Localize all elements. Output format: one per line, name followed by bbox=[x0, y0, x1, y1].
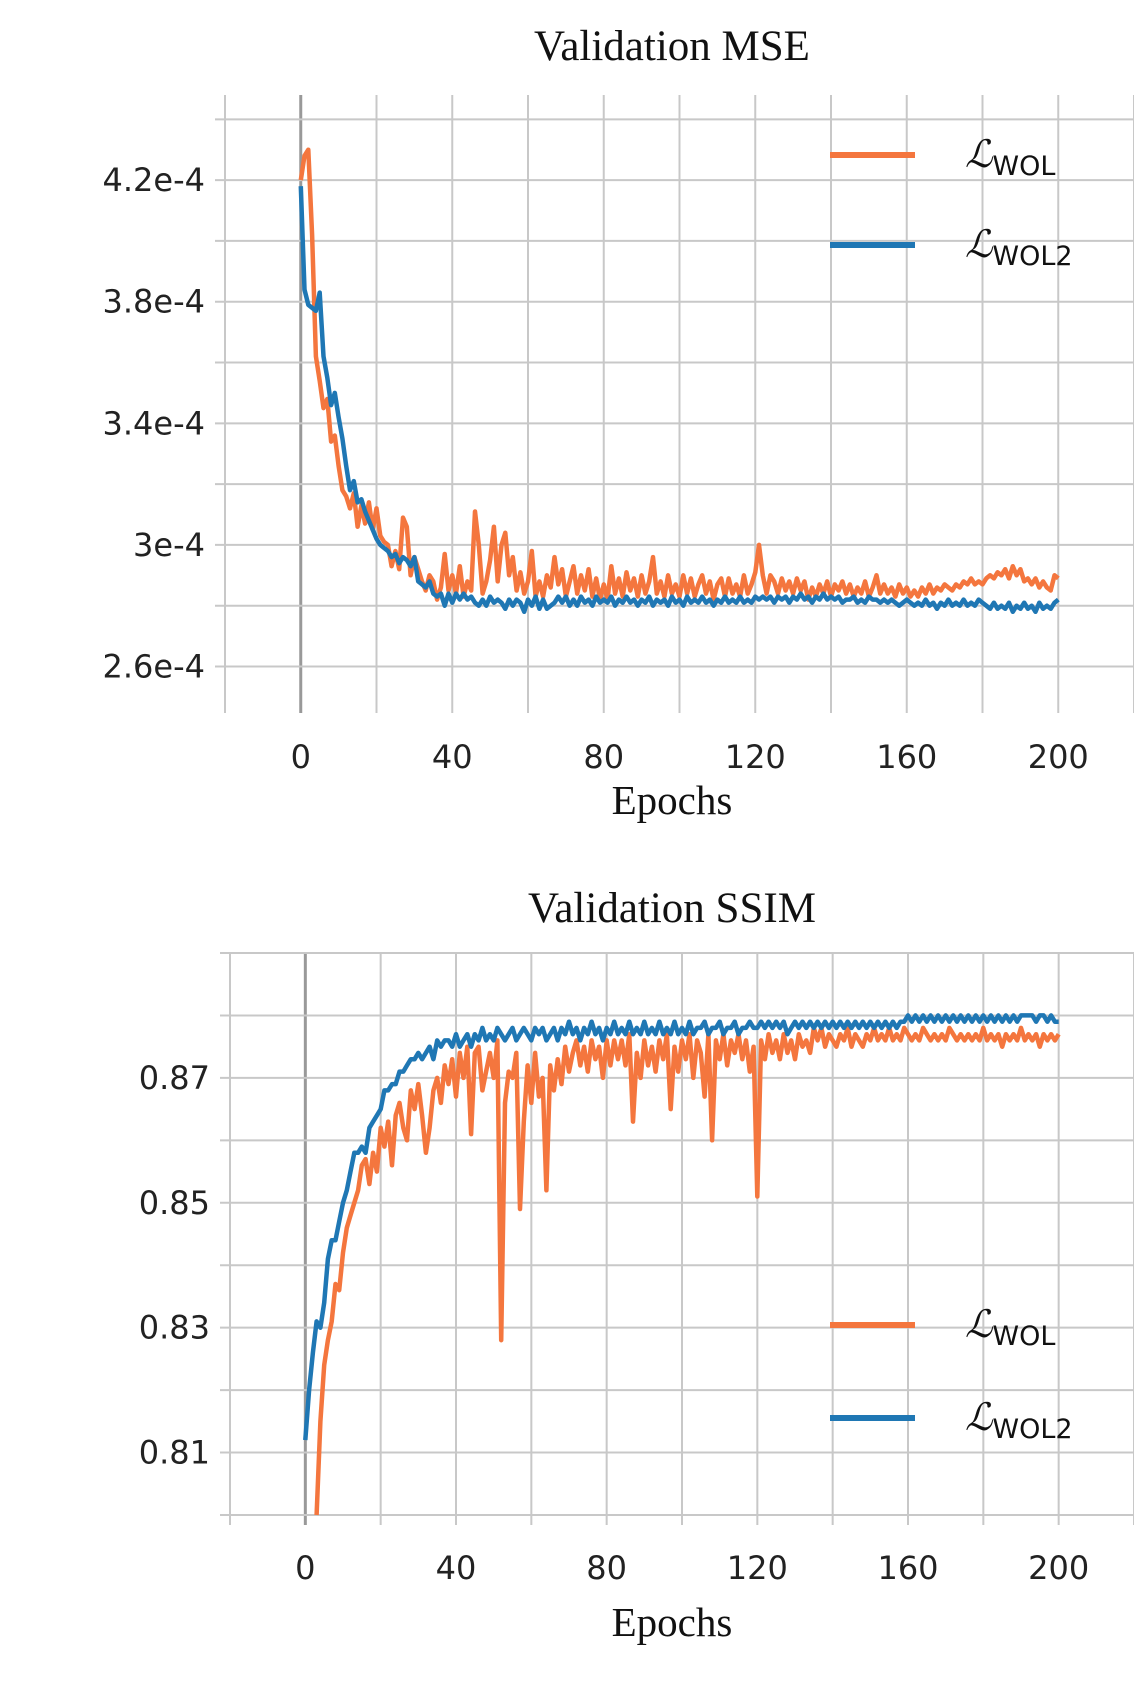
y-tick-label: 0.85 bbox=[139, 1184, 210, 1222]
mse-chart: Validation MSE 0 40 80 120 160 200 2.6e-4 3e-4 3… bbox=[103, 23, 1134, 823]
y-tick-label: 3e-4 bbox=[133, 526, 205, 564]
series-line-wol bbox=[314, 1025, 1061, 1516]
x-tick-label: 0 bbox=[291, 738, 311, 776]
series-line-wol2 bbox=[303, 1013, 1059, 1441]
y-tick-label: 4.2e-4 bbox=[103, 161, 205, 199]
legend-label: ℒWOL bbox=[965, 132, 1055, 182]
legend-label: ℒWOL2 bbox=[965, 1395, 1073, 1445]
legend-label: ℒWOL bbox=[965, 1302, 1055, 1352]
x-tick-label: 200 bbox=[1028, 738, 1089, 776]
x-axis-label: Epochs bbox=[612, 777, 733, 823]
y-tick-label: 3.8e-4 bbox=[103, 283, 205, 321]
x-tick-label: 200 bbox=[1028, 1549, 1089, 1587]
x-tick-label: 160 bbox=[876, 738, 937, 776]
x-tick-label: 80 bbox=[586, 1549, 627, 1587]
x-tick-label: 0 bbox=[295, 1549, 315, 1587]
x-tick-label: 160 bbox=[877, 1549, 938, 1587]
x-tick-label: 120 bbox=[727, 1549, 788, 1587]
y-tick-label: 3.4e-4 bbox=[103, 404, 205, 442]
y-tick-label: 0.81 bbox=[139, 1434, 210, 1472]
legend-label: ℒWOL2 bbox=[965, 222, 1073, 272]
chart-title: Validation MSE bbox=[534, 23, 810, 70]
y-tick-label: 0.87 bbox=[139, 1059, 210, 1097]
x-tick-label: 40 bbox=[436, 1549, 477, 1587]
series-line-wol2 bbox=[298, 186, 1060, 615]
y-tick-label: 2.6e-4 bbox=[103, 648, 205, 686]
x-axis-label: Epochs bbox=[612, 1599, 733, 1645]
x-tick-label: 80 bbox=[583, 738, 624, 776]
x-tick-label: 40 bbox=[432, 738, 473, 776]
chart-title: Validation SSIM bbox=[528, 885, 816, 932]
y-tick-label: 0.83 bbox=[139, 1309, 210, 1347]
ssim-chart: Validation SSIM 0 40 80 120 160 200 0.81 0.83 0.… bbox=[139, 885, 1134, 1645]
x-tick-label: 120 bbox=[725, 738, 786, 776]
